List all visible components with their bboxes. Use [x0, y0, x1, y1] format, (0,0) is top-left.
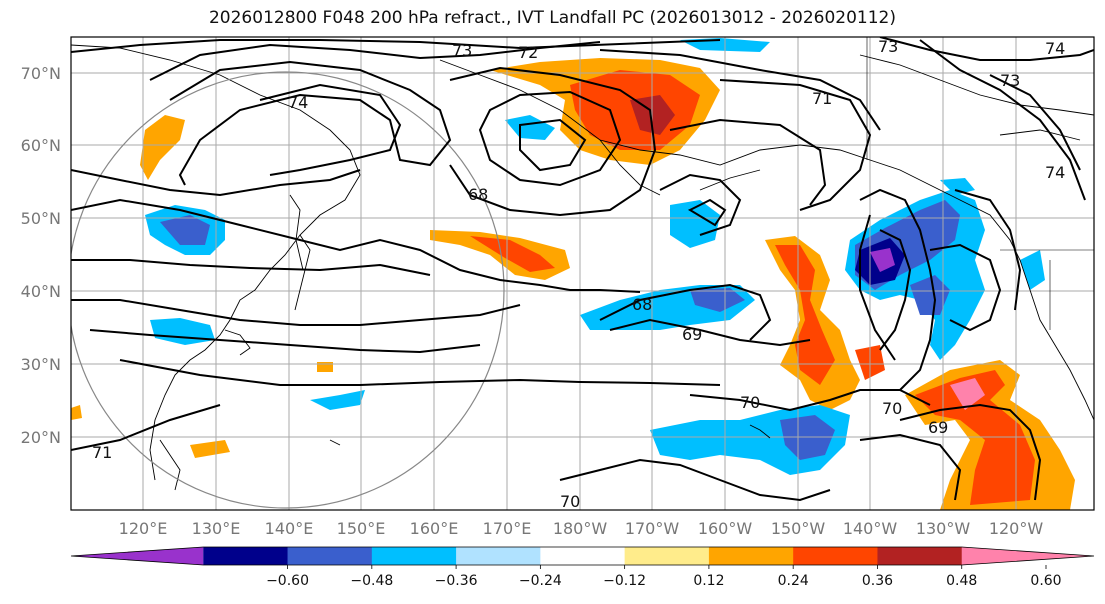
contour-label: 71: [812, 89, 832, 108]
shade-positive: [71, 405, 82, 420]
shade-positive: [950, 378, 985, 410]
contour-label: 71: [92, 443, 112, 462]
contour-label: 73: [1000, 71, 1020, 90]
colorbar-segment: [540, 547, 626, 565]
colorbar-tick-label: −0.48: [350, 573, 393, 589]
contour-label: 74: [1045, 163, 1065, 182]
contour-label: 70: [740, 393, 760, 412]
shade-positive: [140, 115, 185, 180]
lat-tick-label: 50°N: [21, 209, 61, 228]
contour-label: 68: [632, 295, 652, 314]
colorbar-segment: [961, 547, 1094, 565]
coastlines: [71, 44, 1094, 491]
shade-negative: [310, 390, 365, 410]
lon-tick-label: 170°E: [483, 519, 532, 538]
lon-tick-label: 170°W: [625, 519, 680, 538]
lon-tick-label: 160°W: [698, 519, 753, 538]
lat-tick-label: 40°N: [21, 282, 61, 301]
map-frame: [70, 36, 1095, 511]
lon-tick-label: 120°E: [119, 519, 168, 538]
lon-axis: 120°E 130°E 140°E 150°E 160°E 170°E 180°…: [119, 519, 1044, 538]
colorbar-tick-label: 0.24: [778, 573, 809, 589]
contour-label: 70: [560, 492, 580, 511]
shade-negative: [870, 248, 895, 272]
shade-positive: [190, 440, 230, 458]
shade-negative: [505, 115, 555, 140]
colorbar-segment: [793, 547, 878, 565]
shade-negative: [690, 288, 745, 312]
lat-axis: 70°N 60°N 50°N 40°N 30°N 20°N: [21, 64, 61, 447]
contour-label: 73: [878, 37, 898, 56]
shade-negative: [1020, 250, 1045, 290]
shade-positive: [775, 245, 835, 385]
lon-tick-label: 160°E: [410, 519, 459, 538]
lat-tick-label: 20°N: [21, 428, 61, 447]
shade-negative: [940, 178, 975, 195]
shade-positive: [470, 236, 555, 272]
contour-labels: 73 72 74 71 73 74 73 74 68 68 69 70 70 6…: [92, 37, 1065, 511]
shade-negative: [910, 275, 950, 315]
lon-tick-label: 140°W: [843, 519, 898, 538]
lat-tick-label: 60°N: [21, 136, 61, 155]
lon-tick-label: 150°E: [337, 519, 386, 538]
lon-tick-label: 120°W: [989, 519, 1044, 538]
colorbar-segment: [708, 547, 794, 565]
colorbar-tick-label: −0.60: [266, 573, 309, 589]
contour-label: 73: [452, 41, 472, 60]
colorbar-segment: [456, 547, 541, 565]
colorbar-segment: [287, 547, 373, 565]
lon-tick-label: 130°E: [192, 519, 241, 538]
colorbar-tick-label: −0.36: [435, 573, 478, 589]
map-title: 2026012800 F048 200 hPa refract., IVT La…: [208, 8, 896, 28]
colorbar-tick-label: 0.36: [862, 573, 893, 589]
colorbar-segment: [203, 547, 289, 565]
colorbar-tick-label: −0.24: [519, 573, 562, 589]
contour-label: 74: [1045, 39, 1065, 58]
colorbar-segment: [624, 547, 710, 565]
map-panel: 73 72 74 71 73 74 73 74 68 68 69 70 70 6…: [71, 37, 1094, 511]
contour-label: 68: [468, 185, 488, 204]
contour-label: 70: [882, 399, 902, 418]
colorbar-segment: [71, 547, 204, 565]
shade-negative: [160, 215, 210, 245]
colorbar-tick-label: 0.12: [693, 573, 724, 589]
contour-label: 69: [928, 418, 948, 437]
lat-tick-label: 30°N: [21, 355, 61, 374]
colorbar-outline: [70, 546, 1095, 566]
contour-label: 74: [288, 93, 308, 112]
colorbar-segment: [371, 547, 457, 565]
colorbar-tick-label: −0.12: [603, 573, 646, 589]
lon-tick-label: 130°W: [916, 519, 971, 538]
colorbar-tick-label: 0.48: [946, 573, 977, 589]
graticule: [71, 37, 1094, 510]
lon-tick-label: 140°E: [265, 519, 314, 538]
contours: [71, 37, 1094, 502]
lon-tick-label: 150°W: [771, 519, 826, 538]
range-circle: [71, 71, 505, 509]
colorbar: −0.60 −0.48 −0.36 −0.24 −0.12 0.12 0.24 0.36 0.4…: [70, 546, 1095, 589]
shade-positive: [915, 370, 1035, 505]
contour-label: 69: [682, 325, 702, 344]
shade-negative: [670, 200, 720, 248]
lon-tick-label: 180°W: [553, 519, 608, 538]
contour-label: 72: [518, 43, 538, 62]
colorbar-tick-label: 0.60: [1030, 573, 1061, 589]
colorbar-segment: [877, 547, 963, 565]
lat-tick-label: 70°N: [21, 64, 61, 83]
